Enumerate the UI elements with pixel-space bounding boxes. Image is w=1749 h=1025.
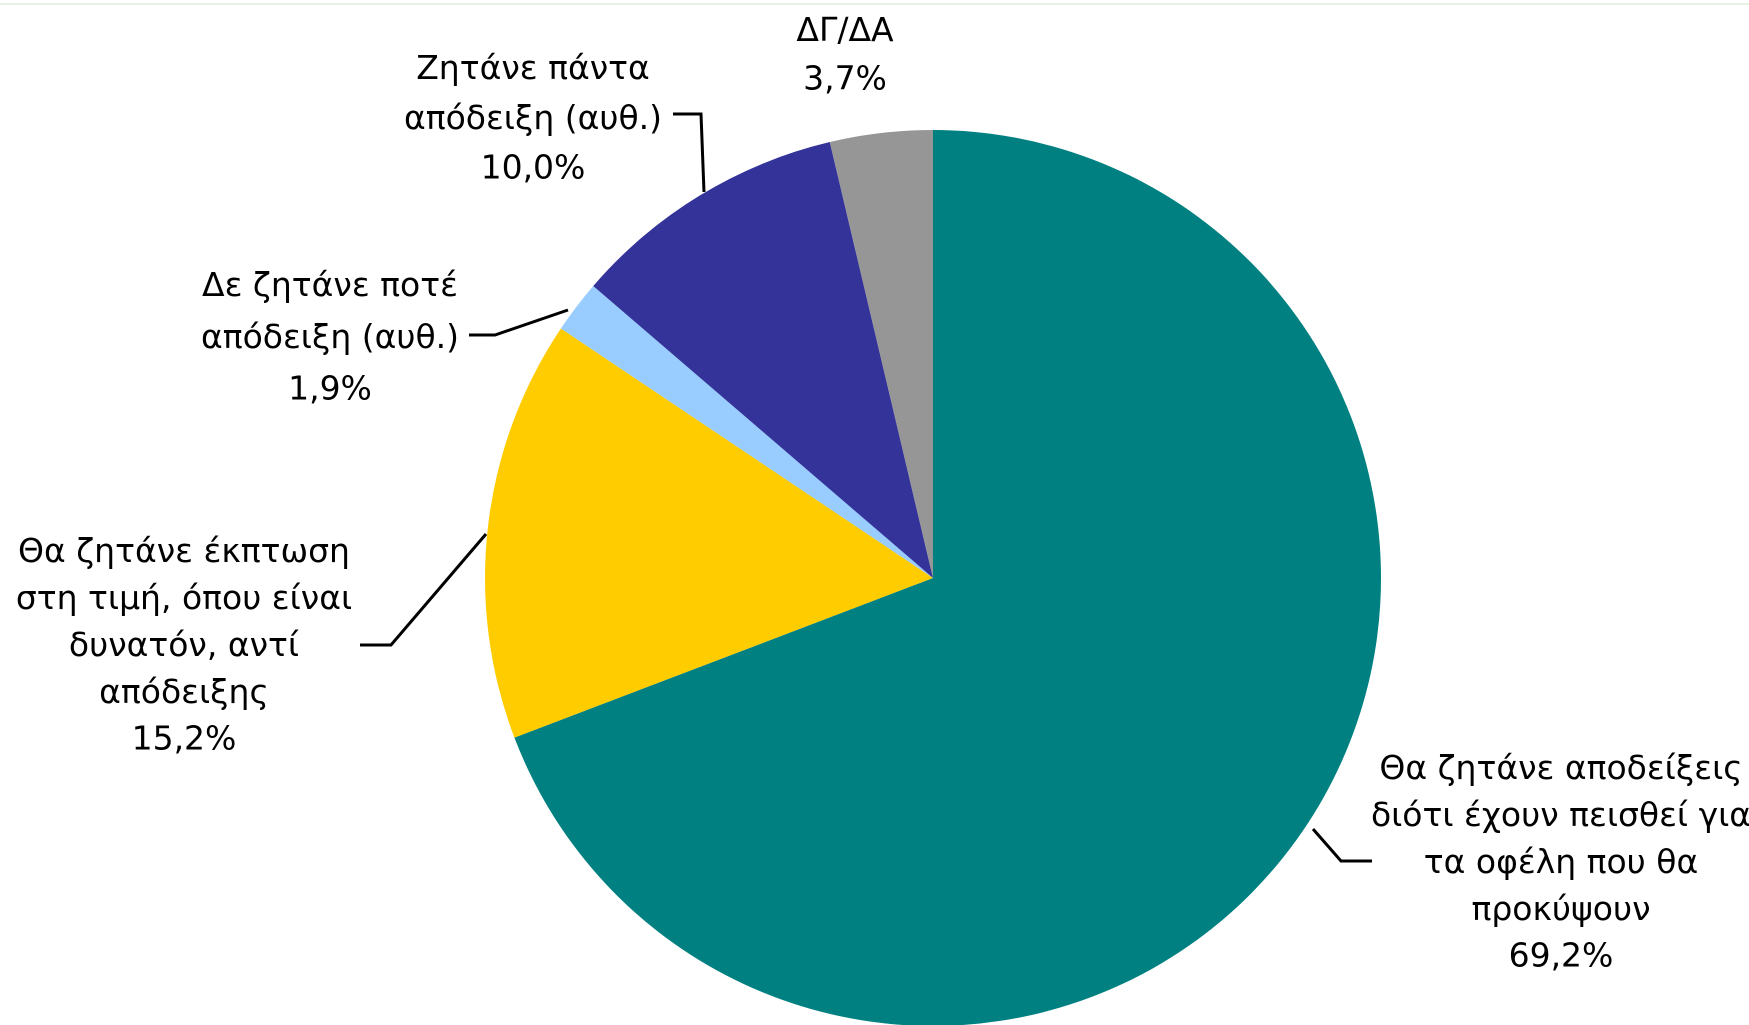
- leader-line: [1311, 828, 1372, 863]
- leader-line: [673, 112, 706, 193]
- leader-line: [469, 308, 569, 337]
- slice-label: ΔΓ/ΔΑ: [796, 10, 894, 49]
- slice-label-line: Δε ζητάνε ποτέ: [202, 265, 458, 304]
- slice-label: Θα ζητάνε έκπτωση στη τιμή, όπου είναι δυν…: [16, 531, 352, 711]
- slice-label-line: Θα ζητάνε έκπτωση: [18, 531, 350, 570]
- slice-label-line: απόδειξης: [99, 672, 269, 711]
- value-label: 15,2%: [132, 719, 237, 758]
- pie-slice: [829, 130, 933, 578]
- slice-label-line: Ζητάνε πάντα: [416, 48, 650, 87]
- slice-label-line: δυνατόν, αντί: [69, 625, 299, 664]
- slice-label-line: τα οφέλη που θα: [1424, 842, 1698, 881]
- slice-label-line: στη τιμή, όπου είναι: [16, 578, 352, 617]
- leader-line: [360, 533, 488, 647]
- slice-label-line: διότι έχουν πεισθεί για: [1371, 795, 1749, 834]
- pie-slice: [593, 142, 933, 578]
- value-label: 1,9%: [288, 369, 372, 408]
- slice-label: Ζητάνε πάντα απόδειξη (αυθ.): [404, 48, 662, 137]
- value-label: 69,2%: [1509, 936, 1614, 975]
- slice-label-line: απόδειξη (αυθ.): [404, 98, 662, 137]
- pie-slice: [560, 285, 933, 578]
- slice-label-line: ΔΓ/ΔΑ: [796, 10, 894, 49]
- slice-label-line: Θα ζητάνε αποδείξεις: [1379, 748, 1742, 787]
- slice-label-line: απόδειξη (αυθ.): [201, 317, 459, 356]
- slice-label-line: προκύψουν: [1471, 889, 1650, 928]
- pie-slice: [485, 328, 933, 738]
- slice-label: Δε ζητάνε ποτέ απόδειξη (αυθ.): [201, 265, 459, 356]
- pie-slice: [514, 130, 1381, 1025]
- value-label: 10,0%: [481, 148, 586, 187]
- slice-label: Θα ζητάνε αποδείξεις διότι έχουν πεισθεί …: [1371, 748, 1749, 928]
- value-label: 3,7%: [803, 59, 887, 98]
